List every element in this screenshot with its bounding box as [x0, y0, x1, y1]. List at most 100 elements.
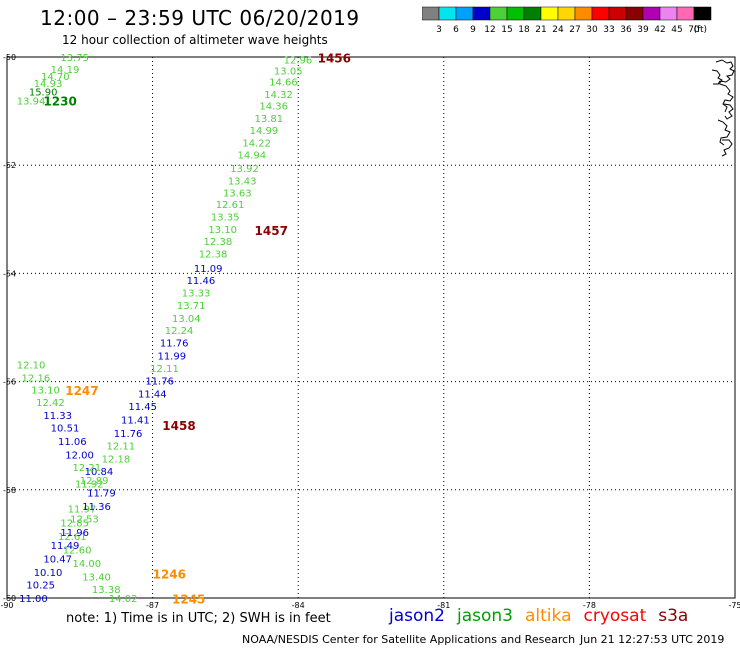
swh-observation: 14.22 [242, 138, 271, 149]
swh-observation: 12.24 [165, 326, 194, 337]
scale-tick-label: 33 [603, 25, 614, 35]
swh-observation: 13.40 [82, 572, 111, 583]
lon-tick-label: -84 [292, 601, 305, 610]
lat-tick-label: -52 [3, 161, 16, 170]
swh-observation: 14.94 [238, 150, 267, 161]
swh-observation: 11.33 [43, 411, 72, 422]
scale-tick-label: 30 [586, 25, 598, 35]
pass-time-label: 1246 [153, 568, 186, 582]
credit-text: NOAA/NESDIS Center for Satellite Applica… [242, 633, 576, 646]
generation-timestamp: Jun 21 12:27:53 UTC 2019 [580, 633, 725, 646]
swh-observation: 13.63 [223, 188, 252, 199]
pass-time-label: 1456 [318, 52, 351, 66]
lon-tick-label: -78 [583, 601, 596, 610]
scale-tick-label: 24 [552, 25, 564, 35]
swh-observation: 11.45 [128, 402, 157, 413]
lon-tick-label: -87 [146, 601, 159, 610]
swh-observation: 11.09 [194, 264, 223, 275]
swh-observation: 10.84 [85, 467, 114, 478]
swh-observation: 12.38 [204, 237, 233, 248]
satellite-legend-s3a: s3a [658, 606, 689, 626]
swh-observation: 11.92 [75, 479, 104, 490]
swh-observation: 12.21 [73, 463, 102, 474]
swh-observation: 14.66 [269, 77, 298, 88]
swh-observation: 11.06 [58, 437, 87, 448]
swh-observation: 13.94 [17, 96, 46, 107]
swh-observation: 11.00 [19, 594, 48, 605]
swh-observation: 12.60 [63, 545, 92, 556]
lat-tick-label: -54 [3, 269, 16, 278]
swh-observation: 13.43 [228, 176, 257, 187]
swh-observation: 12.11 [106, 441, 135, 452]
swh-observation: 13.71 [177, 301, 206, 312]
map-subtitle: 12 hour collection of altimeter wave hei… [62, 33, 328, 47]
swh-observation: 14.00 [73, 559, 102, 570]
swh-observation: 13.35 [211, 213, 240, 224]
swh-observation: 13.81 [255, 114, 284, 125]
swh-observation: 14.32 [264, 90, 293, 101]
pass-time-label: 1458 [162, 419, 195, 433]
color-scale-svg: 3 6 9 12 15 18 21 24 27 30 33 36 39 42 45 70(ft) [421, 6, 712, 35]
swh-observation: 11.44 [138, 390, 167, 401]
swh-observation: 12.96 [284, 56, 313, 67]
map-title: 12:00 – 23:59 UTC 06/20/2019 [40, 6, 360, 30]
swh-observation: 12.38 [199, 249, 228, 260]
scale-tick-label: 12 [484, 25, 495, 35]
scale-tick-label: 6 [453, 25, 459, 35]
swh-observation: 11.36 [82, 502, 111, 513]
swh-observation: 15.90 [29, 88, 58, 99]
swh-observation: 13.75 [60, 53, 89, 64]
swh-observation: 12.11 [150, 364, 179, 375]
swh-observation: 12.18 [102, 454, 131, 465]
lon-tick-label: -90 [0, 601, 13, 610]
scale-tick-label: 15 [501, 25, 512, 35]
scale-tick-label: 27 [569, 25, 580, 35]
units-note: note: 1) Time is in UTC; 2) SWH is in fe… [66, 611, 331, 626]
scale-swatch [693, 6, 712, 21]
satellite-legend-jason3: jason3 [457, 606, 513, 626]
swh-observation: 12.53 [70, 514, 99, 525]
lon-tick-label: -75 [728, 601, 740, 610]
scale-tick-label: 36 [620, 25, 632, 35]
pass-time-label: 1457 [255, 224, 288, 238]
swh-observation: 10.47 [43, 555, 72, 566]
swh-observation: 12.16 [22, 373, 51, 384]
swh-observation: 11.76 [145, 377, 174, 388]
lon-tick-label: -81 [437, 601, 450, 610]
pass-time-label: 1247 [65, 384, 98, 398]
swh-observation: 13.10 [31, 386, 60, 397]
scale-tick-label: 39 [637, 25, 649, 35]
swh-observation: 11.79 [87, 489, 116, 500]
swh-observation: 11.46 [187, 276, 216, 287]
satellite-legend-jason2: jason2 [389, 606, 445, 626]
lat-tick-label: -60 [3, 594, 16, 603]
swh-observation: 11.97 [68, 505, 97, 516]
swh-observation: 10.10 [34, 568, 63, 579]
scale-tick-label: 21 [535, 25, 546, 35]
swh-observation: 11.99 [157, 352, 186, 363]
swh-observation: 13.38 [92, 585, 121, 596]
satellite-legend-altika: altika [525, 606, 572, 626]
scale-tick-label: 42 [654, 25, 665, 35]
swh-observation: 10.51 [51, 424, 80, 435]
lat-tick-label: -50 [3, 53, 16, 62]
lat-tick-label: -56 [3, 378, 16, 387]
satellite-legend: jason2 jason3 altika cryosat s3a [389, 606, 700, 626]
swh-observation: 14.19 [51, 65, 80, 76]
swh-observation: 11.96 [60, 528, 89, 539]
satellite-legend-cryosat: cryosat [583, 606, 647, 626]
swh-observation: 12.85 [60, 518, 89, 529]
swh-observation: 11.76 [160, 339, 189, 350]
coastline-fragment-icon [711, 59, 735, 157]
scale-tick-label: 45 [671, 25, 682, 35]
swh-observation: 12.61 [216, 200, 245, 211]
swh-observation: 11.76 [114, 429, 143, 440]
swh-observation: 14.36 [259, 102, 288, 113]
color-scale-legend: 3 6 9 12 15 18 21 24 27 30 33 36 39 42 45 70 (ft) [421, 6, 732, 40]
swh-observation: 12.89 [80, 476, 109, 487]
scale-tick-label: 18 [518, 25, 530, 35]
swh-observation: 12.00 [65, 451, 94, 462]
swh-observation: 12.42 [36, 398, 65, 409]
scale-unit-label: (ft) [693, 25, 707, 35]
